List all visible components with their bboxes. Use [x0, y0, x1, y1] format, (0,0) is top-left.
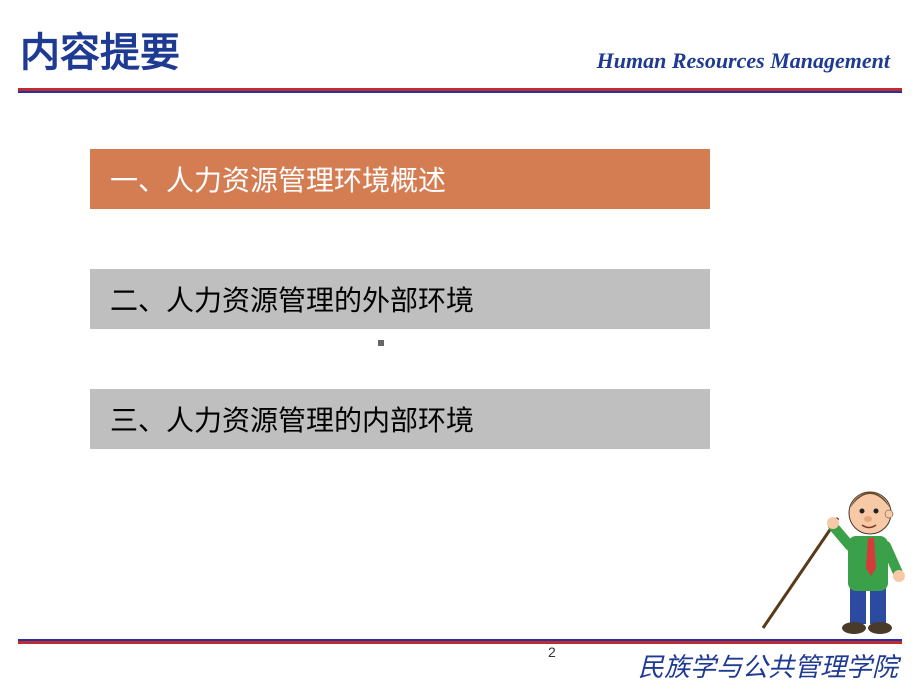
slide-title: 内容提要 — [20, 20, 180, 78]
page-number: 2 — [548, 644, 556, 660]
content-item-3-label: 三、人力资源管理的内部环境 — [110, 399, 474, 439]
center-dot-icon — [378, 340, 384, 346]
slide-subtitle: Human Resources Management — [597, 48, 890, 78]
content-items: 一、人力资源管理环境概述 二、人力资源管理的外部环境 三、人力资源管理的内部环境 — [0, 93, 920, 449]
content-item-2-label: 二、人力资源管理的外部环境 — [110, 279, 474, 319]
content-item-2: 二、人力资源管理的外部环境 — [90, 269, 710, 329]
content-item-1-label: 一、人力资源管理环境概述 — [110, 159, 446, 199]
bottom-divider — [18, 639, 902, 644]
header: 内容提要 Human Resources Management — [0, 0, 920, 88]
footer-institution: 民族学与公共管理学院 — [638, 647, 898, 684]
content-item-1: 一、人力资源管理环境概述 — [90, 149, 710, 209]
content-item-3: 三、人力资源管理的内部环境 — [90, 389, 710, 449]
presenter-clipart-icon — [758, 458, 908, 638]
